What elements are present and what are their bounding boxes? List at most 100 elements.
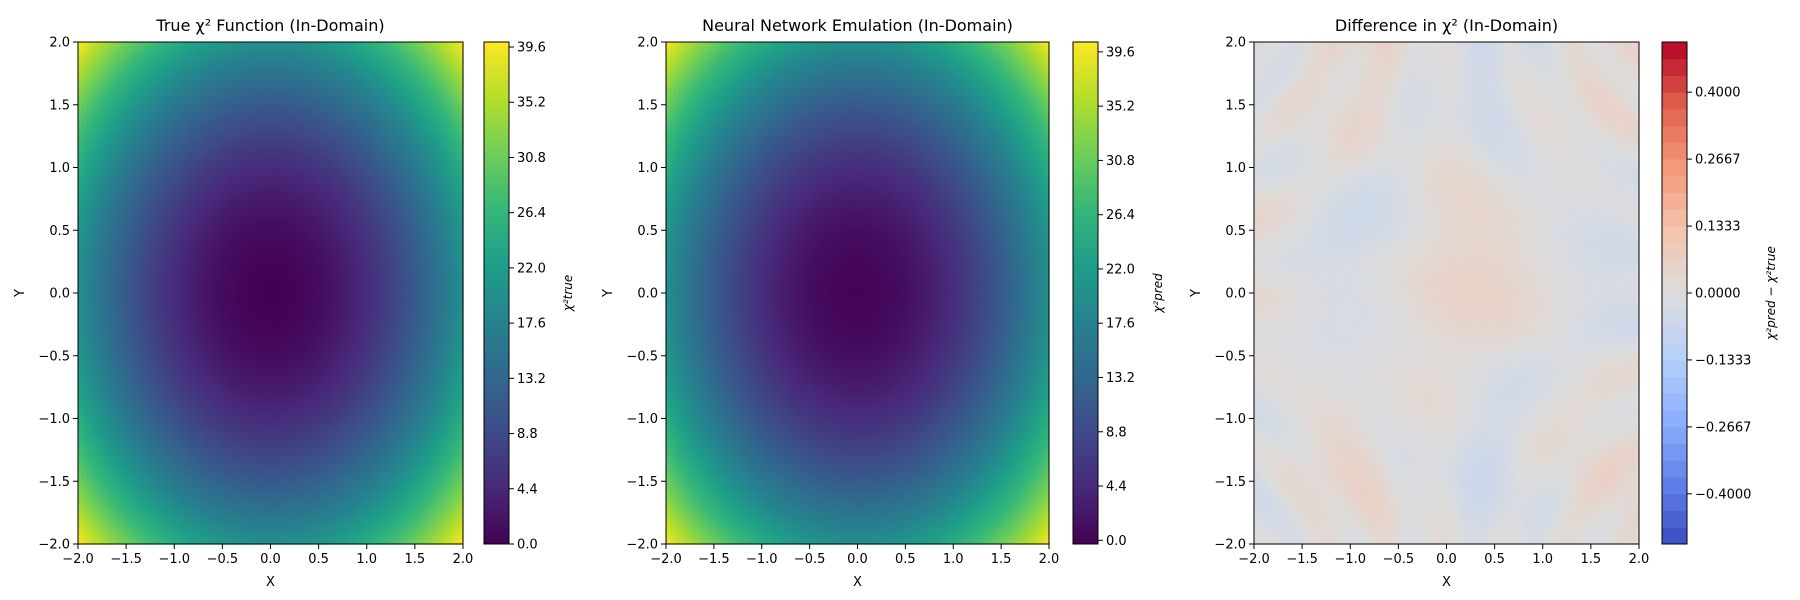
heatmap-cell [262,255,268,261]
heatmap-cell [242,226,248,231]
heatmap-cell [206,238,211,244]
heatmap-cell [102,167,107,173]
heatmap-cell [194,217,199,223]
heatmap-cell [450,234,456,240]
heatmap-cell [378,234,384,240]
heatmap-cell [446,192,452,198]
heatmap-cell [446,100,452,106]
heatmap-cell [286,150,292,156]
heatmap-cell [414,46,420,51]
heatmap-cell [370,171,376,177]
heatmap-cell [394,142,400,148]
heatmap-cell [114,75,119,81]
heatmap-cell [142,75,147,81]
heatmap-cell [274,71,280,77]
heatmap-cell [90,58,95,64]
heatmap-cell [86,196,91,202]
heatmap-cell [438,255,444,261]
heatmap-cell [150,92,155,97]
heatmap-cell [450,217,456,223]
heatmap-cell [146,117,151,123]
heatmap-cell [310,188,316,194]
heatmap-cell [370,188,376,194]
heatmap-cell [274,125,280,131]
heatmap-cell [194,175,199,181]
heatmap-cell [322,83,328,89]
heatmap-cell [214,196,219,202]
heatmap-cell [218,62,223,68]
heatmap-cell [338,146,344,152]
heatmap-cell [202,209,207,215]
heatmap-cell [270,196,276,202]
heatmap-cell [318,75,324,81]
heatmap-cell [370,79,376,85]
heatmap-cell [394,234,400,240]
heatmap-cell [214,58,219,64]
heatmap-cell [250,242,256,248]
heatmap-cell [246,255,252,261]
heatmap-cell [86,205,91,210]
heatmap-cell [102,46,107,51]
heatmap-cell [274,58,280,64]
heatmap-cell [106,184,111,190]
heatmap-cell [82,163,87,169]
heatmap-cell [170,134,175,139]
heatmap-cell [286,242,292,248]
heatmap-cell [142,83,147,89]
heatmap-cell [270,205,276,210]
heatmap-cell [278,226,284,231]
heatmap-cell [378,88,384,93]
heatmap-cell [298,221,304,227]
heatmap-cell [306,121,312,127]
heatmap-cell [222,163,227,169]
heatmap-cell [394,188,400,194]
heatmap-cell [246,150,252,156]
heatmap-cell [246,92,252,97]
heatmap-cell [250,209,256,215]
heatmap-cell [230,71,236,77]
heatmap-cell [94,159,99,164]
heatmap-cell [198,129,203,135]
heatmap-cell [430,217,436,223]
heatmap-cell [138,79,143,85]
heatmap-cell [218,251,223,256]
heatmap-cell [306,159,312,164]
heatmap-cell [434,234,440,240]
heatmap-cell [410,238,416,244]
heatmap-cell [318,54,324,60]
heatmap-cell [362,242,368,248]
heatmap-cell [166,125,171,131]
heatmap-cell [106,88,111,93]
heatmap-cell [346,113,352,118]
heatmap-cell [186,209,191,215]
heatmap-cell [98,163,103,169]
heatmap-cell [338,217,344,223]
heatmap-cell [266,167,272,173]
heatmap-cell [386,154,392,160]
heatmap-cell [450,196,456,202]
heatmap-cell [302,188,308,194]
heatmap-cell [198,200,203,206]
heatmap-cell [218,167,223,173]
heatmap-cell [366,54,372,60]
heatmap-cell [298,167,304,173]
heatmap-cell [126,79,131,85]
heatmap-cell [402,171,408,177]
heatmap-cell [218,255,223,261]
heatmap-cell [178,238,183,244]
heatmap-cell [406,167,412,173]
heatmap-cell [98,180,103,185]
heatmap-cell [350,71,356,77]
heatmap-cell [418,50,424,56]
heatmap-cell [142,226,147,231]
heatmap-cell [230,180,236,185]
heatmap-cell [318,163,324,169]
heatmap-cell [82,75,87,81]
heatmap-cell [210,67,215,72]
heatmap-cell [182,175,187,181]
heatmap-cell [222,221,227,227]
heatmap-cell [394,213,400,219]
heatmap-cell [378,184,384,190]
heatmap-cell [394,150,400,156]
heatmap-cell [394,184,400,190]
